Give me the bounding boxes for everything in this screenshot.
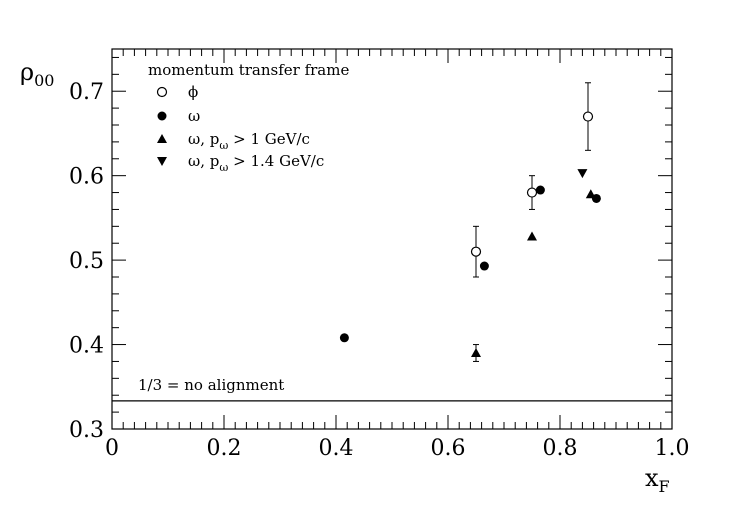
legend: momentum transfer frame ϕω ω, pω > 1 GeV/c… <box>148 61 349 174</box>
legend-label-1: ϕ <box>188 83 198 101</box>
ticks <box>111 49 673 430</box>
data-point-series-1 <box>582 111 594 122</box>
legend-marker-4 <box>157 157 167 166</box>
reference-line-label: 1/3 = no alignment <box>138 376 284 394</box>
data-point-series-3 <box>471 348 481 357</box>
x-tick-label: 1.0 <box>655 436 690 461</box>
legend-label-2: ω <box>188 107 200 125</box>
data-point-series-1 <box>526 187 538 198</box>
data-point-series-2 <box>479 261 489 271</box>
legend-label-3: ω, pω > 1 GeV/c <box>188 130 310 152</box>
legend-label-4: ω, pω > 1.4 GeV/c <box>188 152 324 174</box>
data-point-series-3 <box>527 231 537 241</box>
legend-marker-1 <box>156 86 168 98</box>
y-axis-label-sub: 00 <box>34 71 54 90</box>
x-tick-label: 0.4 <box>319 436 354 461</box>
x-tick-label: 0.2 <box>207 436 242 461</box>
legend-title: momentum transfer frame <box>148 61 349 79</box>
x-tick-label: 0.6 <box>431 436 466 461</box>
y-axis-label: ρ00 <box>20 58 54 90</box>
y-tick-label: 0.4 <box>69 334 104 359</box>
legend-marker-3 <box>157 134 167 143</box>
tick-labels: 0 0.2 0.4 0.6 0.8 1.0 0.3 0.4 0.5 0.6 0.7 <box>69 80 690 461</box>
data-point-series-3 <box>585 189 596 199</box>
data-point-series-2 <box>339 333 349 343</box>
data-point-series-2 <box>535 185 545 195</box>
y-tick-label: 0.6 <box>69 165 104 190</box>
reference-line-group: 1/3 = no alignment <box>112 376 672 402</box>
y-tick-label: 0.3 <box>69 418 104 443</box>
data-marks <box>339 82 601 362</box>
y-tick-label: 0.5 <box>69 249 104 274</box>
x-tick-label: 0.8 <box>543 436 578 461</box>
legend-marker-2 <box>157 111 167 121</box>
x-axis-label-sub: F <box>659 477 670 496</box>
data-point-series-4 <box>577 169 588 179</box>
y-tick-label: 0.7 <box>69 80 104 105</box>
data-point-series-1 <box>470 246 482 257</box>
x-tick-label: 0 <box>105 436 119 461</box>
x-axis-label: xF <box>645 464 670 496</box>
